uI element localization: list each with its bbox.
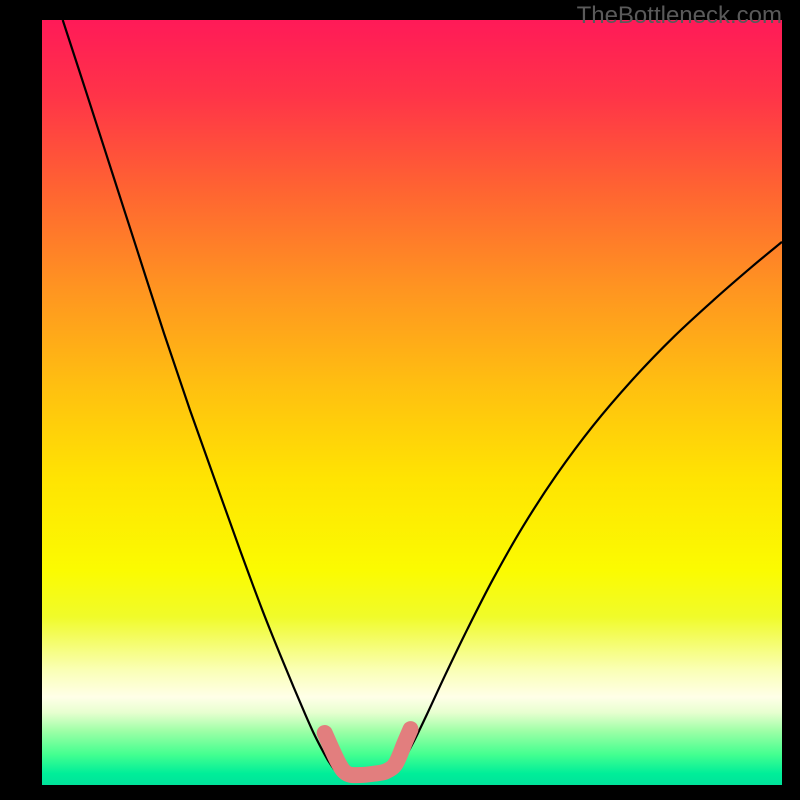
chart-frame: TheBottleneck.com [0,0,800,800]
plot-background [42,20,782,785]
plot-svg [42,20,782,785]
watermark-text: TheBottleneck.com [577,2,782,30]
